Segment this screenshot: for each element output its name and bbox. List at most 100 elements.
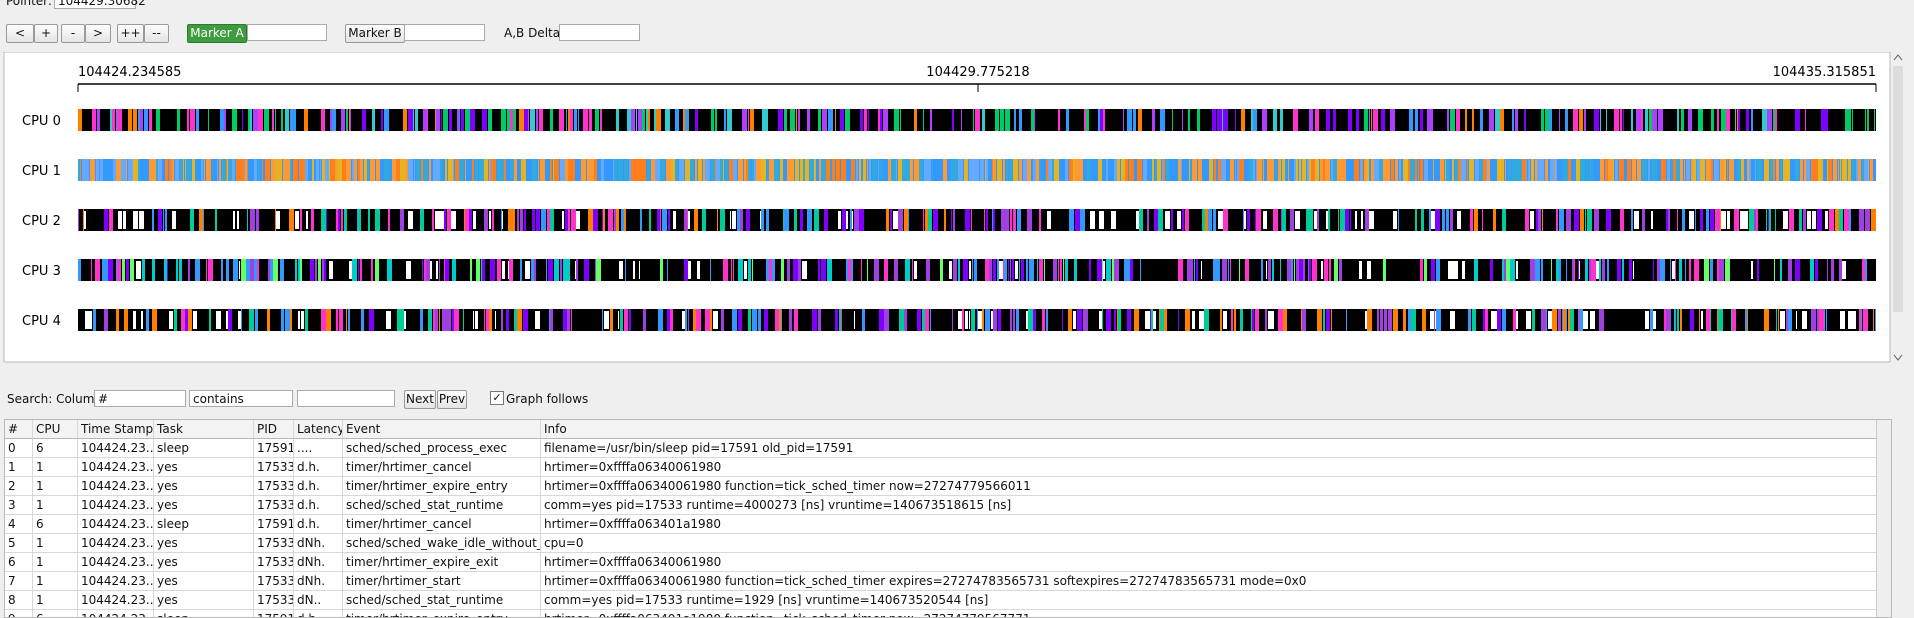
table-cell[interactable]: sched/sched_stat_runtime bbox=[343, 496, 541, 515]
table-cell[interactable]: filename=/usr/bin/sleep pid=17591 old_pi… bbox=[541, 439, 1891, 458]
table-cell[interactable]: timer/hrtimer_expire_entry bbox=[343, 610, 541, 617]
table-cell[interactable]: 7 bbox=[5, 572, 33, 591]
table-cell[interactable]: 1 bbox=[33, 534, 78, 553]
table-cell[interactable]: yes bbox=[154, 534, 254, 553]
table-cell[interactable]: 17533 bbox=[254, 477, 294, 496]
search-input[interactable] bbox=[297, 390, 395, 407]
table-cell[interactable]: hrtimer=0xffffa063401a1980 bbox=[541, 515, 1891, 534]
table-cell[interactable]: d.h. bbox=[294, 515, 343, 534]
table-cell[interactable]: sched/sched_wake_idle_without_ipi bbox=[343, 534, 541, 553]
marker-b-button[interactable]: Marker B bbox=[345, 24, 405, 43]
table-cell[interactable]: dNh. bbox=[294, 572, 343, 591]
table-cell[interactable]: 104424.23... bbox=[78, 439, 154, 458]
table-cell[interactable]: 104424.23... bbox=[78, 477, 154, 496]
column-header[interactable]: Event bbox=[343, 420, 541, 439]
table-cell[interactable]: 104424.23... bbox=[78, 534, 154, 553]
table-cell[interactable]: 17591 bbox=[254, 610, 294, 617]
table-cell[interactable]: comm=yes pid=17533 runtime=4000273 [ns] … bbox=[541, 496, 1891, 515]
table-cell[interactable]: timer/hrtimer_cancel bbox=[343, 515, 541, 534]
nav-button[interactable]: ++ bbox=[117, 24, 144, 43]
marker-a-input[interactable] bbox=[247, 24, 327, 41]
table-cell[interactable]: sched/sched_stat_runtime bbox=[343, 591, 541, 610]
table-cell[interactable]: 9 bbox=[5, 610, 33, 617]
prev-button[interactable]: Prev bbox=[437, 390, 467, 409]
nav-button[interactable]: - bbox=[61, 24, 85, 43]
table-cell[interactable]: 8 bbox=[5, 591, 33, 610]
column-header[interactable]: CPU bbox=[33, 420, 78, 439]
table-cell[interactable]: .... bbox=[294, 439, 343, 458]
table-cell[interactable]: 104424.23... bbox=[78, 515, 154, 534]
table-cell[interactable]: dN.. bbox=[294, 591, 343, 610]
table-cell[interactable]: hrtimer=0xffffa06340061980 bbox=[541, 458, 1891, 477]
table-cell[interactable]: 1 bbox=[5, 458, 33, 477]
table-cell[interactable]: 17533 bbox=[254, 458, 294, 477]
table-cell[interactable]: dNh. bbox=[294, 553, 343, 572]
table-cell[interactable]: 6 bbox=[33, 439, 78, 458]
table-cell[interactable]: 17533 bbox=[254, 572, 294, 591]
table-cell[interactable]: 17591 bbox=[254, 439, 294, 458]
table-cell[interactable]: timer/hrtimer_expire_entry bbox=[343, 477, 541, 496]
table-cell[interactable]: d.h. bbox=[294, 477, 343, 496]
table-cell[interactable]: sleep bbox=[154, 515, 254, 534]
column-header[interactable]: PID bbox=[254, 420, 294, 439]
table-cell[interactable]: 4 bbox=[5, 515, 33, 534]
next-button[interactable]: Next bbox=[404, 390, 436, 409]
table-cell[interactable]: 5 bbox=[5, 534, 33, 553]
table-cell[interactable]: cpu=0 bbox=[541, 534, 1891, 553]
table-cell[interactable]: 104424.23... bbox=[78, 572, 154, 591]
table-cell[interactable]: hrtimer=0xffffa06340061980 bbox=[541, 553, 1891, 572]
table-cell[interactable]: timer/hrtimer_start bbox=[343, 572, 541, 591]
table-cell[interactable]: sched/sched_process_exec bbox=[343, 439, 541, 458]
table-cell[interactable]: 17533 bbox=[254, 553, 294, 572]
mode-combo[interactable]: contains bbox=[189, 390, 293, 407]
table-cell[interactable]: yes bbox=[154, 572, 254, 591]
table-cell[interactable]: 2 bbox=[5, 477, 33, 496]
scroll-thumb[interactable] bbox=[1893, 66, 1903, 312]
table-cell[interactable]: 3 bbox=[5, 496, 33, 515]
table-cell[interactable]: timer/hrtimer_cancel bbox=[343, 458, 541, 477]
table-cell[interactable]: 1 bbox=[33, 591, 78, 610]
table-cell[interactable]: 104424.23... bbox=[78, 553, 154, 572]
table-cell[interactable]: d.h. bbox=[294, 496, 343, 515]
column-header[interactable]: # bbox=[5, 420, 33, 439]
nav-button[interactable]: -- bbox=[144, 24, 169, 43]
table-cell[interactable]: hrtimer=0xffffa063401a1980 function=tick… bbox=[541, 610, 1891, 617]
table-cell[interactable]: sleep bbox=[154, 610, 254, 617]
table-cell[interactable]: 6 bbox=[33, 610, 78, 617]
graph-follows-checkbox[interactable]: ✓ bbox=[490, 391, 504, 405]
table-cell[interactable]: 104424.23... bbox=[78, 496, 154, 515]
table-cell[interactable]: dNh. bbox=[294, 534, 343, 553]
table-cell[interactable]: 17533 bbox=[254, 534, 294, 553]
table-cell[interactable]: yes bbox=[154, 591, 254, 610]
table-cell[interactable]: 17591 bbox=[254, 515, 294, 534]
table-cell[interactable]: yes bbox=[154, 458, 254, 477]
table-cell[interactable]: 104424.23... bbox=[78, 458, 154, 477]
table-cell[interactable]: 104424.23... bbox=[78, 610, 154, 617]
table-cell[interactable]: 104424.23... bbox=[78, 591, 154, 610]
table-cell[interactable]: comm=yes pid=17533 runtime=1929 [ns] vru… bbox=[541, 591, 1891, 610]
marker-a-button[interactable]: Marker A bbox=[187, 24, 247, 43]
table-cell[interactable]: yes bbox=[154, 553, 254, 572]
table-cell[interactable]: 1 bbox=[33, 553, 78, 572]
table-cell[interactable]: 1 bbox=[33, 477, 78, 496]
column-header[interactable]: Task bbox=[154, 420, 254, 439]
table-cell[interactable]: 0 bbox=[5, 439, 33, 458]
table-cell[interactable]: d.h. bbox=[294, 610, 343, 617]
table-cell[interactable]: yes bbox=[154, 496, 254, 515]
column-combo[interactable]: # bbox=[94, 390, 186, 407]
column-header[interactable]: Latency bbox=[294, 420, 343, 439]
table-cell[interactable]: sleep bbox=[154, 439, 254, 458]
nav-button[interactable]: > bbox=[85, 24, 111, 43]
table-cell[interactable]: 6 bbox=[5, 553, 33, 572]
table-cell[interactable]: timer/hrtimer_expire_exit bbox=[343, 553, 541, 572]
table-cell[interactable]: hrtimer=0xffffa06340061980 function=tick… bbox=[541, 477, 1891, 496]
table-cell[interactable]: d.h. bbox=[294, 458, 343, 477]
table-cell[interactable]: 1 bbox=[33, 458, 78, 477]
nav-button[interactable]: < bbox=[6, 24, 34, 43]
table-cell[interactable]: hrtimer=0xffffa06340061980 function=tick… bbox=[541, 572, 1891, 591]
table-cell[interactable]: 1 bbox=[33, 572, 78, 591]
column-header[interactable]: Time Stamp bbox=[78, 420, 154, 439]
table-cell[interactable]: 1 bbox=[33, 496, 78, 515]
table-cell[interactable]: yes bbox=[154, 477, 254, 496]
table-cell[interactable]: 6 bbox=[33, 515, 78, 534]
